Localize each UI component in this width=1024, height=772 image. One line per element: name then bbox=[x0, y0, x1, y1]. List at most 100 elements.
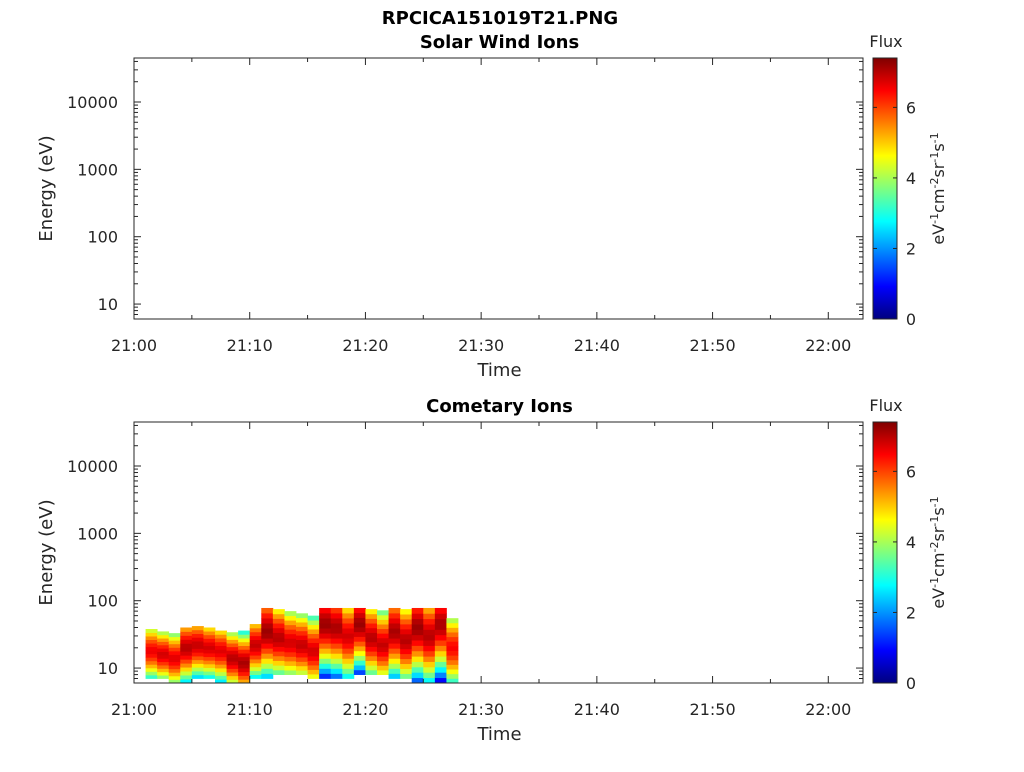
heatmap-cell bbox=[145, 650, 158, 655]
heatmap-cell bbox=[446, 659, 459, 665]
heatmap-cell bbox=[307, 651, 320, 657]
unit-exponent: -1 bbox=[928, 152, 941, 163]
heatmap-cell bbox=[319, 623, 332, 629]
colorbar-frame bbox=[872, 57, 898, 320]
heatmap-cell bbox=[261, 668, 274, 674]
heatmap-cell bbox=[272, 646, 285, 652]
heatmap-cell bbox=[272, 609, 285, 615]
unit-base: cm bbox=[929, 553, 948, 577]
heatmap-cell bbox=[400, 609, 413, 615]
heatmap-cell bbox=[180, 643, 193, 648]
heatmap-cell bbox=[400, 658, 413, 665]
heatmap-cell bbox=[180, 675, 193, 680]
heatmap-cell bbox=[168, 665, 181, 670]
heatmap-cell bbox=[284, 629, 297, 635]
heatmap-cell bbox=[377, 628, 389, 634]
heatmap-cell bbox=[261, 653, 274, 659]
heatmap-cell bbox=[180, 635, 193, 640]
heatmap-cell bbox=[319, 638, 332, 644]
colorbar-tick-label: 4 bbox=[906, 169, 916, 188]
heatmap-cell bbox=[157, 631, 170, 636]
heatmap-cell bbox=[365, 646, 378, 652]
heatmap-cell bbox=[261, 673, 274, 679]
heatmap-cell bbox=[157, 651, 170, 656]
heatmap-cell bbox=[319, 648, 332, 654]
x-tick-label: 21:00 bbox=[111, 700, 157, 719]
heatmap-cell bbox=[400, 638, 413, 645]
heatmap-cell bbox=[365, 641, 378, 647]
heatmap-cell bbox=[191, 667, 204, 672]
colorbar-tick-label: 6 bbox=[906, 462, 916, 481]
heatmap-cell bbox=[307, 669, 320, 675]
y-tick-label: 100 bbox=[87, 228, 118, 247]
heatmap-cell bbox=[307, 647, 320, 652]
heatmap-cell bbox=[307, 665, 320, 670]
heatmap-cell bbox=[353, 650, 366, 656]
heatmap-cell bbox=[284, 642, 297, 648]
heatmap-cell bbox=[342, 643, 355, 649]
heatmap-cell bbox=[226, 639, 239, 644]
heatmap-cell bbox=[180, 655, 193, 660]
y-tick-label: 1000 bbox=[77, 524, 118, 543]
heatmap-cell bbox=[365, 627, 378, 633]
heatmap-cell bbox=[423, 629, 436, 636]
x-tick-label: 21:40 bbox=[574, 700, 620, 719]
heatmap-cell bbox=[272, 627, 285, 633]
heatmap-cell bbox=[365, 632, 378, 638]
heatmap-cell bbox=[342, 653, 355, 659]
heatmap-cell bbox=[191, 671, 204, 676]
heatmap-cell bbox=[238, 675, 251, 680]
heatmap-cell bbox=[377, 633, 389, 639]
heatmap-cell bbox=[388, 648, 401, 654]
heatmap-cell bbox=[191, 652, 204, 657]
heatmap-cell bbox=[272, 618, 285, 624]
y-tick-label: 10 bbox=[98, 659, 118, 678]
heatmap-cell bbox=[400, 614, 413, 620]
figure-title: RPCICA151019T21.PNG bbox=[382, 8, 618, 29]
y-tick-label: 10000 bbox=[67, 457, 118, 476]
heatmap-cell bbox=[342, 663, 355, 669]
heatmap-cell bbox=[377, 665, 389, 671]
heatmap-cell bbox=[365, 651, 378, 657]
heatmap-cell bbox=[272, 651, 285, 657]
x-tick-label: 21:50 bbox=[690, 700, 736, 719]
heatmap-cell bbox=[388, 663, 401, 669]
heatmap-cell bbox=[388, 628, 401, 634]
heatmap-cell bbox=[191, 674, 204, 679]
unit-exponent: -1 bbox=[928, 496, 941, 507]
heatmap-cell bbox=[446, 627, 459, 633]
heatmap-cell bbox=[145, 664, 158, 669]
heatmap-cell bbox=[157, 658, 170, 663]
heatmap-cell bbox=[157, 675, 170, 679]
heatmap-cell bbox=[226, 679, 239, 684]
heatmap-cell bbox=[400, 623, 413, 630]
heatmap-cell bbox=[330, 658, 343, 664]
heatmap-cell bbox=[423, 672, 436, 679]
heatmap-cell bbox=[307, 624, 320, 630]
heatmap-cell bbox=[215, 645, 227, 650]
heatmap-cell bbox=[353, 622, 366, 628]
heatmap-cell bbox=[168, 668, 181, 673]
heatmap-cell bbox=[238, 679, 251, 684]
heatmap-cell bbox=[423, 666, 436, 673]
heatmap-cell bbox=[353, 669, 366, 675]
heatmap-cell bbox=[400, 648, 413, 655]
heatmap-cell bbox=[249, 655, 262, 660]
heatmap-cell bbox=[249, 674, 262, 679]
heatmap-cell bbox=[296, 665, 308, 671]
heatmap-cell bbox=[446, 636, 459, 642]
heatmap-cell bbox=[145, 639, 158, 644]
heatmap-cell bbox=[203, 656, 216, 661]
heatmap-cell bbox=[365, 637, 378, 643]
heatmap-cell bbox=[411, 629, 424, 636]
panel-title: Solar Wind Ions bbox=[420, 32, 579, 53]
heatmap-cell bbox=[203, 642, 216, 647]
heatmap-cell bbox=[157, 654, 170, 659]
heatmap-cell bbox=[180, 671, 193, 676]
heatmap-cell bbox=[423, 640, 436, 646]
heatmap-cell bbox=[249, 639, 262, 644]
heatmap-cell bbox=[168, 640, 181, 645]
colorbar-unit-label: eV-1cm-2sr-1s-1 bbox=[928, 496, 949, 608]
heatmap-cell bbox=[307, 620, 320, 626]
heatmap-cell bbox=[296, 626, 308, 632]
